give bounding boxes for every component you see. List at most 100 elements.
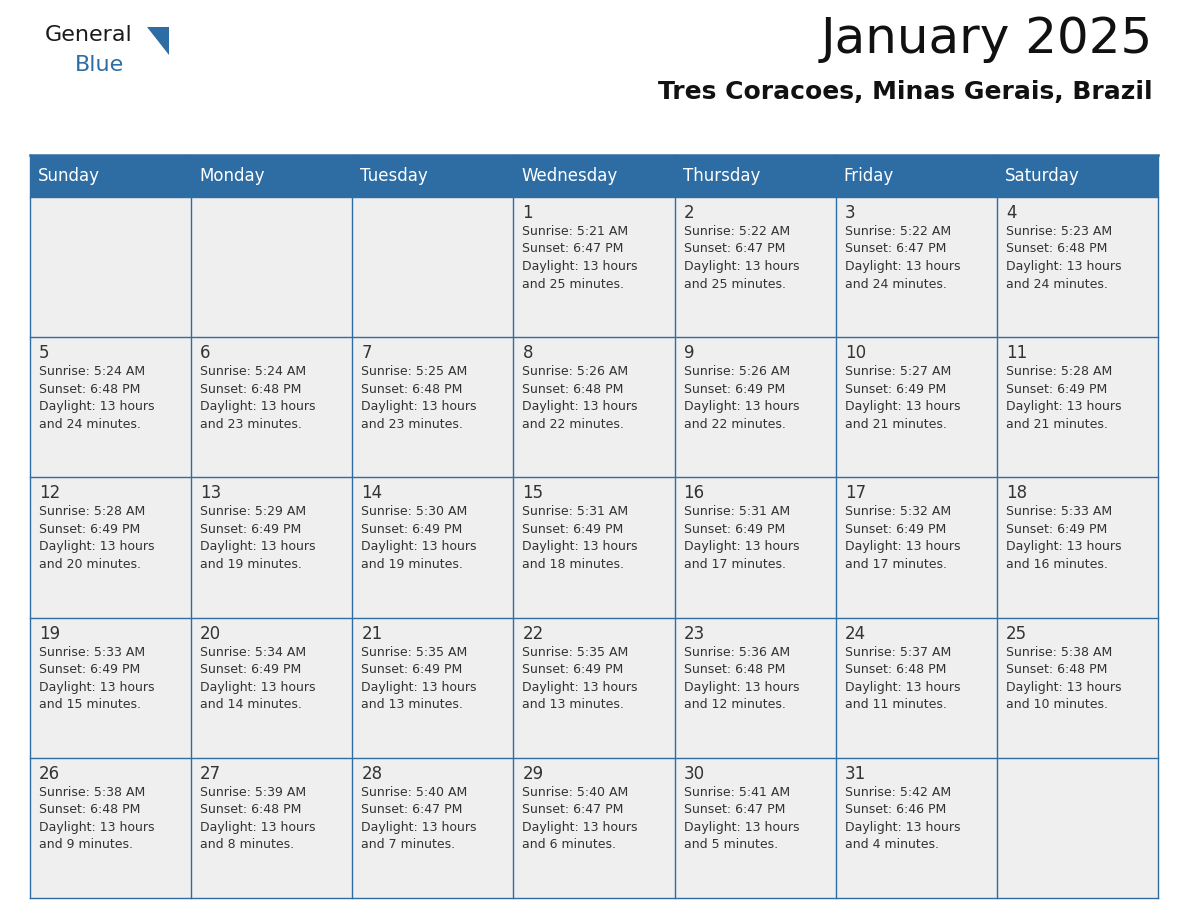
Text: Sunrise: 5:32 AM
Sunset: 6:49 PM
Daylight: 13 hours
and 17 minutes.: Sunrise: 5:32 AM Sunset: 6:49 PM Dayligh…: [845, 506, 960, 571]
Text: 23: 23: [683, 624, 704, 643]
Bar: [191, 155, 353, 197]
Text: Tres Coracoes, Minas Gerais, Brazil: Tres Coracoes, Minas Gerais, Brazil: [658, 80, 1154, 104]
Text: Sunrise: 5:22 AM
Sunset: 6:47 PM
Daylight: 13 hours
and 25 minutes.: Sunrise: 5:22 AM Sunset: 6:47 PM Dayligh…: [683, 225, 800, 290]
Text: Thursday: Thursday: [683, 167, 760, 185]
Bar: [997, 757, 1158, 898]
Text: 8: 8: [523, 344, 533, 363]
Text: 31: 31: [845, 765, 866, 783]
Text: 30: 30: [683, 765, 704, 783]
Bar: [30, 757, 191, 898]
Text: Sunrise: 5:35 AM
Sunset: 6:49 PM
Daylight: 13 hours
and 13 minutes.: Sunrise: 5:35 AM Sunset: 6:49 PM Dayligh…: [361, 645, 476, 711]
Text: Sunrise: 5:25 AM
Sunset: 6:48 PM
Daylight: 13 hours
and 23 minutes.: Sunrise: 5:25 AM Sunset: 6:48 PM Dayligh…: [361, 365, 476, 431]
Text: Sunrise: 5:42 AM
Sunset: 6:46 PM
Daylight: 13 hours
and 4 minutes.: Sunrise: 5:42 AM Sunset: 6:46 PM Dayligh…: [845, 786, 960, 851]
Text: Sunrise: 5:26 AM
Sunset: 6:49 PM
Daylight: 13 hours
and 22 minutes.: Sunrise: 5:26 AM Sunset: 6:49 PM Dayligh…: [683, 365, 800, 431]
Bar: [353, 197, 513, 337]
Text: Sunrise: 5:38 AM
Sunset: 6:48 PM
Daylight: 13 hours
and 10 minutes.: Sunrise: 5:38 AM Sunset: 6:48 PM Dayligh…: [1006, 645, 1121, 711]
Text: 10: 10: [845, 344, 866, 363]
Text: Tuesday: Tuesday: [360, 167, 428, 185]
Bar: [353, 337, 513, 477]
Text: 24: 24: [845, 624, 866, 643]
Text: 3: 3: [845, 204, 855, 222]
Bar: [835, 618, 997, 757]
Text: Sunrise: 5:24 AM
Sunset: 6:48 PM
Daylight: 13 hours
and 24 minutes.: Sunrise: 5:24 AM Sunset: 6:48 PM Dayligh…: [39, 365, 154, 431]
Bar: [353, 155, 513, 197]
Text: 9: 9: [683, 344, 694, 363]
Text: Sunrise: 5:41 AM
Sunset: 6:47 PM
Daylight: 13 hours
and 5 minutes.: Sunrise: 5:41 AM Sunset: 6:47 PM Dayligh…: [683, 786, 800, 851]
Text: 18: 18: [1006, 485, 1026, 502]
Text: Sunrise: 5:33 AM
Sunset: 6:49 PM
Daylight: 13 hours
and 16 minutes.: Sunrise: 5:33 AM Sunset: 6:49 PM Dayligh…: [1006, 506, 1121, 571]
Text: 22: 22: [523, 624, 544, 643]
Bar: [997, 155, 1158, 197]
Text: 21: 21: [361, 624, 383, 643]
Text: 19: 19: [39, 624, 61, 643]
Polygon shape: [147, 27, 169, 55]
Text: 4: 4: [1006, 204, 1017, 222]
Bar: [30, 337, 191, 477]
Text: General: General: [45, 25, 133, 45]
Bar: [997, 477, 1158, 618]
Text: Friday: Friday: [843, 167, 893, 185]
Text: 29: 29: [523, 765, 544, 783]
Text: Sunrise: 5:35 AM
Sunset: 6:49 PM
Daylight: 13 hours
and 13 minutes.: Sunrise: 5:35 AM Sunset: 6:49 PM Dayligh…: [523, 645, 638, 711]
Bar: [675, 618, 835, 757]
Text: 27: 27: [200, 765, 221, 783]
Bar: [191, 197, 353, 337]
Bar: [191, 757, 353, 898]
Bar: [513, 757, 675, 898]
Text: Sunrise: 5:40 AM
Sunset: 6:47 PM
Daylight: 13 hours
and 7 minutes.: Sunrise: 5:40 AM Sunset: 6:47 PM Dayligh…: [361, 786, 476, 851]
Text: Sunrise: 5:28 AM
Sunset: 6:49 PM
Daylight: 13 hours
and 21 minutes.: Sunrise: 5:28 AM Sunset: 6:49 PM Dayligh…: [1006, 365, 1121, 431]
Text: 1: 1: [523, 204, 533, 222]
Bar: [675, 155, 835, 197]
Text: Monday: Monday: [200, 167, 265, 185]
Bar: [675, 757, 835, 898]
Text: January 2025: January 2025: [821, 15, 1154, 63]
Text: 5: 5: [39, 344, 50, 363]
Text: Sunrise: 5:33 AM
Sunset: 6:49 PM
Daylight: 13 hours
and 15 minutes.: Sunrise: 5:33 AM Sunset: 6:49 PM Dayligh…: [39, 645, 154, 711]
Bar: [835, 477, 997, 618]
Bar: [997, 618, 1158, 757]
Text: 2: 2: [683, 204, 694, 222]
Bar: [835, 757, 997, 898]
Bar: [997, 197, 1158, 337]
Bar: [30, 477, 191, 618]
Bar: [513, 337, 675, 477]
Bar: [191, 477, 353, 618]
Text: 12: 12: [39, 485, 61, 502]
Bar: [30, 197, 191, 337]
Text: Sunrise: 5:24 AM
Sunset: 6:48 PM
Daylight: 13 hours
and 23 minutes.: Sunrise: 5:24 AM Sunset: 6:48 PM Dayligh…: [200, 365, 316, 431]
Text: 13: 13: [200, 485, 221, 502]
Bar: [513, 477, 675, 618]
Bar: [353, 618, 513, 757]
Bar: [30, 155, 191, 197]
Text: Sunrise: 5:30 AM
Sunset: 6:49 PM
Daylight: 13 hours
and 19 minutes.: Sunrise: 5:30 AM Sunset: 6:49 PM Dayligh…: [361, 506, 476, 571]
Bar: [513, 618, 675, 757]
Text: Sunrise: 5:34 AM
Sunset: 6:49 PM
Daylight: 13 hours
and 14 minutes.: Sunrise: 5:34 AM Sunset: 6:49 PM Dayligh…: [200, 645, 316, 711]
Text: 25: 25: [1006, 624, 1026, 643]
Bar: [997, 337, 1158, 477]
Bar: [191, 337, 353, 477]
Text: Blue: Blue: [75, 55, 125, 75]
Text: Sunrise: 5:36 AM
Sunset: 6:48 PM
Daylight: 13 hours
and 12 minutes.: Sunrise: 5:36 AM Sunset: 6:48 PM Dayligh…: [683, 645, 800, 711]
Bar: [835, 337, 997, 477]
Text: Sunrise: 5:39 AM
Sunset: 6:48 PM
Daylight: 13 hours
and 8 minutes.: Sunrise: 5:39 AM Sunset: 6:48 PM Dayligh…: [200, 786, 316, 851]
Text: Sunrise: 5:40 AM
Sunset: 6:47 PM
Daylight: 13 hours
and 6 minutes.: Sunrise: 5:40 AM Sunset: 6:47 PM Dayligh…: [523, 786, 638, 851]
Text: Wednesday: Wednesday: [522, 167, 618, 185]
Text: Sunrise: 5:31 AM
Sunset: 6:49 PM
Daylight: 13 hours
and 17 minutes.: Sunrise: 5:31 AM Sunset: 6:49 PM Dayligh…: [683, 506, 800, 571]
Bar: [675, 337, 835, 477]
Text: Sunrise: 5:37 AM
Sunset: 6:48 PM
Daylight: 13 hours
and 11 minutes.: Sunrise: 5:37 AM Sunset: 6:48 PM Dayligh…: [845, 645, 960, 711]
Text: Sunrise: 5:31 AM
Sunset: 6:49 PM
Daylight: 13 hours
and 18 minutes.: Sunrise: 5:31 AM Sunset: 6:49 PM Dayligh…: [523, 506, 638, 571]
Bar: [191, 618, 353, 757]
Bar: [675, 477, 835, 618]
Text: Sunrise: 5:29 AM
Sunset: 6:49 PM
Daylight: 13 hours
and 19 minutes.: Sunrise: 5:29 AM Sunset: 6:49 PM Dayligh…: [200, 506, 316, 571]
Bar: [675, 197, 835, 337]
Text: Sunrise: 5:21 AM
Sunset: 6:47 PM
Daylight: 13 hours
and 25 minutes.: Sunrise: 5:21 AM Sunset: 6:47 PM Dayligh…: [523, 225, 638, 290]
Text: 16: 16: [683, 485, 704, 502]
Text: 28: 28: [361, 765, 383, 783]
Text: Sunrise: 5:23 AM
Sunset: 6:48 PM
Daylight: 13 hours
and 24 minutes.: Sunrise: 5:23 AM Sunset: 6:48 PM Dayligh…: [1006, 225, 1121, 290]
Bar: [513, 197, 675, 337]
Bar: [513, 155, 675, 197]
Text: 26: 26: [39, 765, 61, 783]
Text: 15: 15: [523, 485, 544, 502]
Text: 11: 11: [1006, 344, 1028, 363]
Text: 14: 14: [361, 485, 383, 502]
